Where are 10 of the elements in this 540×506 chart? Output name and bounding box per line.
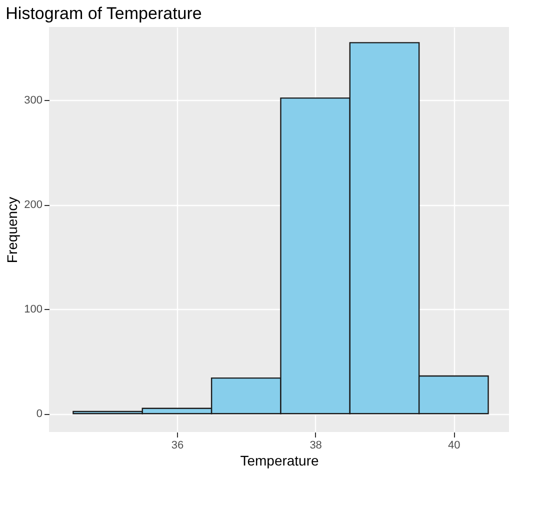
x-axis-title: Temperature xyxy=(240,452,320,468)
y-tick-label: 100 xyxy=(24,304,42,316)
y-axis-title: Frequency xyxy=(4,196,20,264)
x-tick-label: 36 xyxy=(171,440,184,452)
x-tick-label: 38 xyxy=(310,440,322,452)
x-tick-label: 40 xyxy=(448,440,460,452)
y-tick-label: 0 xyxy=(36,408,42,420)
chart-title: Histogram of Temperature xyxy=(6,4,202,23)
y-tick-label: 300 xyxy=(24,94,42,107)
y-tick-label: 200 xyxy=(24,199,42,212)
